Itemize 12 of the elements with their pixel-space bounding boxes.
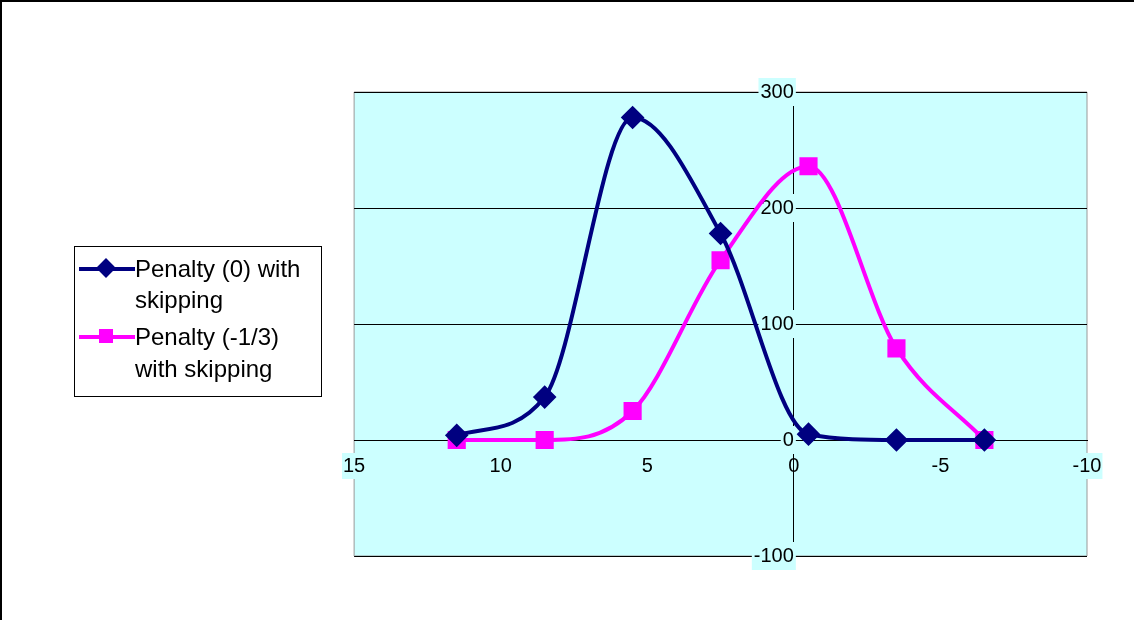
- x-tick-label: 15: [343, 453, 366, 476]
- y-tick-label: 300: [760, 79, 794, 102]
- x-tick-label: 5: [641, 453, 653, 476]
- x-tick-label: -10: [1072, 453, 1102, 476]
- y-tick-label: -100: [753, 543, 794, 566]
- y-tick-label: 100: [760, 311, 794, 334]
- legend-label: Penalty (-1/3) with skipping: [135, 322, 281, 384]
- y-tick-label: 0: [782, 427, 794, 450]
- legend-label: Penalty (0) with skipping: [135, 254, 302, 316]
- x-tick-label: 10: [489, 453, 512, 476]
- x-tick-label: -5: [931, 453, 950, 476]
- y-tick-label: 200: [760, 195, 794, 218]
